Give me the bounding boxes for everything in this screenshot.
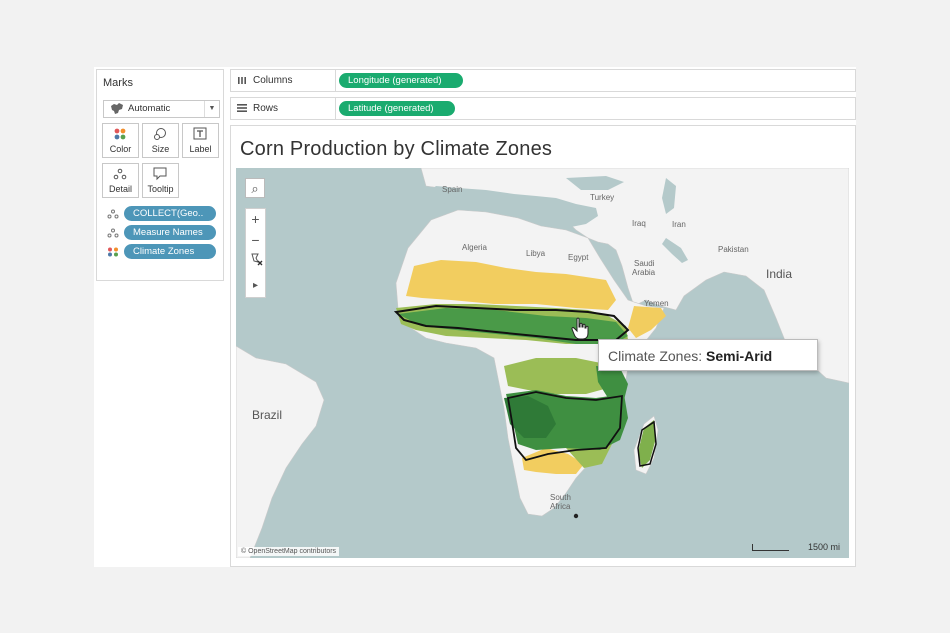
marks-title: Marks	[103, 77, 133, 89]
speech-bubble-icon	[153, 167, 167, 181]
size-label: Size	[151, 144, 170, 154]
zoom-in-button[interactable]: +	[251, 211, 260, 227]
map-canvas[interactable]: Spain Turkey Algeria Libya Egypt Iraq Ir…	[236, 168, 849, 558]
persian-gulf	[662, 238, 688, 263]
label-spain: Spain	[442, 185, 463, 194]
climate-zones-pill[interactable]: Climate Zones	[124, 244, 216, 259]
black-sea	[566, 176, 624, 190]
label-algeria: Algeria	[462, 243, 487, 252]
mediterranean-sea	[421, 186, 598, 228]
tooltip-button[interactable]: Tooltip	[142, 163, 179, 198]
map-search-button[interactable]: ⌕	[245, 178, 265, 198]
size-button[interactable]: Size	[142, 123, 179, 158]
tropical-zone-west	[398, 308, 628, 344]
marks-card: Marks Automatic ▼ Color Size	[96, 69, 224, 281]
text-icon	[193, 127, 207, 140]
detail-label: Detail	[108, 184, 132, 194]
label-arabia: Arabia	[632, 268, 656, 277]
tropical-zone-east	[596, 366, 628, 400]
field-row-measure-names: Measure Names	[103, 225, 221, 241]
zone-outline-sahel	[393, 304, 630, 341]
search-icon: ⌕	[251, 181, 259, 196]
map-icon	[111, 103, 123, 114]
latitude-pill[interactable]: Latitude (generated)	[339, 101, 455, 116]
chevron-down-icon[interactable]: ▼	[204, 101, 219, 117]
label-india: India	[766, 267, 793, 281]
label-turkey: Turkey	[590, 193, 615, 202]
longitude-pill[interactable]: Longitude (generated)	[339, 73, 463, 88]
label-iraq: Iraq	[632, 219, 646, 228]
columns-label: Columns	[253, 75, 293, 86]
south-america-land	[236, 345, 325, 558]
measure-names-pill[interactable]: Measure Names	[124, 225, 216, 240]
scale-bar	[752, 544, 789, 551]
label-brazil: Brazil	[252, 408, 283, 422]
arid-zone-south	[522, 448, 584, 474]
shelf-divider	[335, 70, 336, 91]
map-scale: 1500 mi	[752, 540, 840, 552]
tooltip-value: Semi-Arid	[706, 348, 773, 364]
climate-zone-tooltip: Climate Zones: Semi-Arid	[598, 339, 818, 371]
view-title: Corn Production by Climate Zones	[240, 138, 553, 160]
label-africa: Africa	[550, 502, 571, 511]
color-button[interactable]: Color	[102, 123, 139, 158]
detail-button[interactable]: Detail	[102, 163, 139, 198]
basemap	[236, 168, 849, 558]
rows-shelf[interactable]: Rows Latitude (generated)	[230, 97, 856, 120]
mark-type-dropdown[interactable]: Automatic ▼	[103, 100, 220, 118]
tooltip-key: Climate Zones:	[608, 348, 707, 364]
mark-type-label: Automatic	[128, 103, 171, 114]
label-label: Label	[189, 144, 212, 154]
rows-icon	[237, 104, 247, 112]
arid-zone-north	[406, 260, 616, 310]
semi-arid-zone-central	[504, 358, 608, 394]
color-label: Color	[109, 144, 132, 154]
expand-toolbar-button[interactable]: ▸	[252, 280, 259, 291]
color-icon	[114, 128, 126, 140]
detail-icon	[107, 209, 119, 219]
zoom-out-button[interactable]: −	[251, 232, 260, 248]
madagascar-zone	[638, 420, 656, 468]
columns-icon	[238, 77, 246, 84]
reset-pin-icon[interactable]	[249, 252, 263, 266]
rows-label: Rows	[253, 103, 279, 114]
view-pane: Corn Production by Climate Zones	[230, 125, 856, 567]
size-icon	[154, 128, 166, 140]
caspian-sea	[662, 178, 676, 214]
hand-cursor-icon	[571, 317, 589, 340]
label-saudi: Saudi	[634, 259, 655, 268]
zone-outline-madagascar	[637, 420, 657, 467]
rainforest-zone	[504, 396, 556, 438]
map-attribution[interactable]: © OpenStreetMap contributors	[238, 547, 340, 556]
label-libya: Libya	[526, 249, 546, 258]
label-yemen: Yemen	[644, 299, 669, 308]
field-row-climate-zones: Climate Zones	[103, 244, 221, 260]
city-marker	[573, 513, 579, 519]
label-iran: Iran	[672, 220, 686, 229]
collect-geometry-pill[interactable]: COLLECT(Geo..	[124, 206, 216, 221]
tooltip-label: Tooltip	[147, 184, 174, 194]
columns-shelf[interactable]: Columns Longitude (generated)	[230, 69, 856, 92]
label-pakistan: Pakistan	[718, 245, 749, 254]
field-row-collect: COLLECT(Geo..	[103, 206, 221, 222]
map-zoom-toolbar: + − ▸	[245, 208, 266, 298]
label-button[interactable]: Label	[182, 123, 219, 158]
scale-label: 1500 mi	[807, 542, 840, 552]
arid-zone-horn	[628, 306, 666, 338]
tableau-workspace: Marks Automatic ▼ Color Size	[94, 67, 856, 567]
label-egypt: Egypt	[568, 253, 589, 262]
color-icon	[108, 247, 118, 257]
detail-icon	[113, 168, 127, 180]
shelf-divider	[335, 98, 336, 119]
zone-outline-central	[506, 391, 623, 462]
label-south: South	[550, 493, 571, 502]
detail-icon	[107, 228, 119, 238]
